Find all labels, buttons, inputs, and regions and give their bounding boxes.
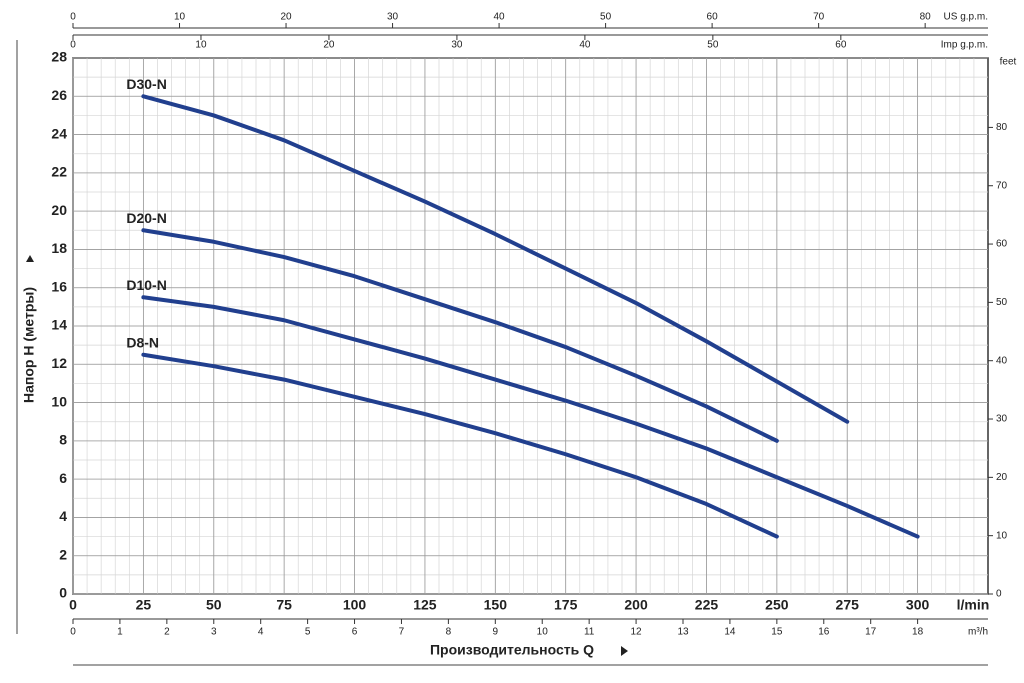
x-tick-label: 300: [906, 597, 930, 613]
secondary-tick-label: 8: [446, 627, 452, 638]
secondary-tick-label: 10: [537, 627, 549, 638]
secondary-tick-label: 13: [677, 627, 689, 638]
secondary-tick-label: 11: [584, 627, 595, 638]
secondary-tick-label: 40: [579, 40, 591, 51]
secondary-tick-label: 60: [707, 12, 719, 23]
y-tick-label: 24: [51, 125, 67, 141]
x-tick-label: 125: [413, 597, 437, 613]
secondary-tick-label: 2: [164, 627, 170, 638]
x-tick-label: 175: [554, 597, 578, 613]
y2-tick-label: 30: [996, 414, 1008, 425]
secondary-tick-label: 10: [174, 12, 186, 23]
y-tick-label: 4: [59, 508, 67, 524]
secondary-tick-label: 50: [707, 40, 719, 51]
secondary-tick-label: 70: [813, 12, 825, 23]
curve: [141, 94, 850, 424]
y-tick-label: 18: [51, 240, 67, 256]
secondary-tick-label: 3: [211, 627, 217, 638]
secondary-axis-unit: m³/h: [968, 627, 988, 638]
series-label: D20-N: [126, 210, 166, 226]
y-tick-label: 28: [51, 49, 67, 65]
y-tick-label: 16: [51, 278, 67, 294]
secondary-tick-label: 0: [70, 627, 76, 638]
y-tick-label: 26: [51, 87, 67, 103]
secondary-tick-label: 0: [70, 12, 76, 23]
secondary-tick-label: 6: [352, 627, 358, 638]
x-tick-label: 100: [343, 597, 367, 613]
secondary-tick-label: 20: [280, 12, 292, 23]
x-tick-label: 200: [624, 597, 648, 613]
secondary-tick-label: 4: [258, 627, 264, 638]
secondary-tick-label: 18: [912, 627, 924, 638]
y2-tick-label: 40: [996, 355, 1008, 366]
curve: [141, 295, 920, 539]
secondary-tick-label: 20: [323, 40, 335, 51]
x-axis-label: Производительность Q: [430, 642, 594, 658]
series-label: D8-N: [126, 334, 159, 350]
secondary-tick-label: 5: [305, 627, 311, 638]
arrow: [621, 646, 628, 656]
x-tick-label: 150: [484, 597, 508, 613]
x-tick-label: 250: [765, 597, 789, 613]
secondary-tick-label: 7: [399, 627, 405, 638]
y-tick-label: 6: [59, 470, 67, 486]
secondary-axis-unit: US g.p.m.: [944, 12, 988, 23]
y2-axis-label: feet: [1000, 57, 1017, 68]
y2-tick-label: 50: [996, 297, 1008, 308]
arrow: [26, 255, 34, 262]
y2-tick-label: 0: [996, 589, 1002, 600]
secondary-tick-label: 50: [600, 12, 612, 23]
curve: [141, 352, 779, 539]
secondary-tick-label: 10: [195, 40, 207, 51]
y2-tick-label: 10: [996, 530, 1008, 541]
y2-tick-label: 60: [996, 239, 1008, 250]
y2-tick-label: 70: [996, 180, 1008, 191]
x-tick-label: 50: [206, 597, 222, 613]
y-tick-label: 22: [51, 164, 67, 180]
secondary-tick-label: 17: [865, 627, 877, 638]
secondary-tick-label: 14: [724, 627, 736, 638]
y-tick-label: 12: [51, 355, 67, 371]
y2-tick-label: 80: [996, 122, 1008, 133]
secondary-tick-label: 30: [451, 40, 463, 51]
secondary-tick-label: 12: [631, 627, 643, 638]
y-tick-label: 20: [51, 202, 67, 218]
x-tick-label: 0: [69, 597, 77, 613]
secondary-tick-label: 1: [117, 627, 123, 638]
y-tick-label: 14: [51, 317, 67, 333]
y-tick-label: 0: [59, 585, 67, 601]
x-tick-label: 75: [276, 597, 292, 613]
x-tick-label: 225: [695, 597, 719, 613]
secondary-tick-label: 80: [920, 12, 932, 23]
y-axis-label: Напор H (метры): [21, 287, 37, 403]
secondary-tick-label: 30: [387, 12, 399, 23]
secondary-axis-unit: Imp g.p.m.: [941, 40, 988, 51]
x-unit: l/min: [957, 597, 990, 613]
secondary-tick-label: 9: [493, 627, 499, 638]
y-tick-label: 8: [59, 432, 67, 448]
y2-tick-label: 20: [996, 472, 1008, 483]
y-tick-label: 2: [59, 546, 67, 562]
curve: [141, 228, 779, 443]
x-tick-label: 25: [136, 597, 152, 613]
series-label: D30-N: [126, 76, 166, 92]
secondary-tick-label: 16: [818, 627, 830, 638]
series-label: D10-N: [126, 277, 166, 293]
secondary-tick-label: 15: [771, 627, 783, 638]
secondary-tick-label: 60: [835, 40, 847, 51]
secondary-tick-label: 40: [494, 12, 506, 23]
secondary-tick-label: 0: [70, 40, 76, 51]
y-tick-label: 10: [51, 393, 67, 409]
x-tick-label: 275: [836, 597, 860, 613]
